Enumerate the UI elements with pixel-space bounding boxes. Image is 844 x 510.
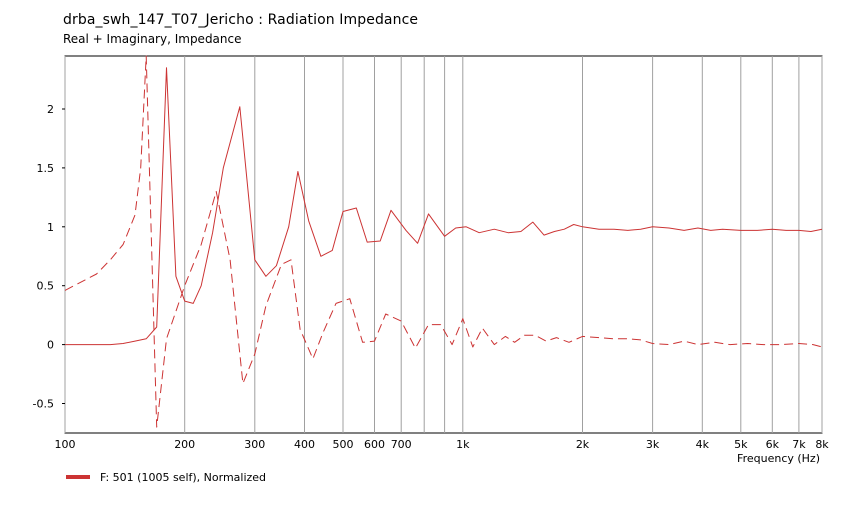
y-tick-label: 1 bbox=[47, 221, 54, 234]
x-tick-label: 5k bbox=[734, 438, 748, 451]
grid-lines bbox=[64, 56, 823, 433]
x-tick-label: 400 bbox=[294, 438, 315, 451]
y-tick-label: 0.5 bbox=[37, 280, 55, 293]
legend-swatch bbox=[66, 475, 90, 479]
x-tick-label: 8k bbox=[815, 438, 829, 451]
y-tick-label: 0 bbox=[47, 339, 54, 352]
x-tick-label: 2k bbox=[576, 438, 590, 451]
legend: F: 501 (1005 self), Normalized bbox=[66, 468, 266, 486]
x-tick-label: 7k bbox=[792, 438, 806, 451]
series-line-1 bbox=[65, 67, 823, 346]
x-tick-label: 4k bbox=[696, 438, 710, 451]
series-line-2 bbox=[64, 55, 823, 428]
plot-area bbox=[64, 55, 823, 434]
y-tick-label: 2 bbox=[47, 103, 54, 116]
x-tick-label: 6k bbox=[766, 438, 780, 451]
x-tick-label: 100 bbox=[55, 438, 76, 451]
x-tick-label: 600 bbox=[364, 438, 385, 451]
x-tick-label: 1k bbox=[456, 438, 470, 451]
x-tick-label: 300 bbox=[244, 438, 265, 451]
x-tick-label: 500 bbox=[333, 438, 354, 451]
legend-label: F: 501 (1005 self), Normalized bbox=[100, 470, 267, 484]
x-axis-label: Frequency (Hz) bbox=[737, 452, 820, 465]
chart-title: drba_swh_147_T07_Jericho : Radiation Imp… bbox=[63, 12, 419, 28]
x-tick-label: 700 bbox=[391, 438, 412, 451]
y-tick-label: -0.5 bbox=[33, 398, 54, 411]
x-tick-label: 200 bbox=[174, 438, 195, 451]
series-lines bbox=[64, 55, 823, 428]
y-tick-label: 1.5 bbox=[37, 162, 55, 175]
tick-labels: 100 200 300 400 500 600 700 1k 2k 3k 4k 5k 6k 7k 8k -0.… bbox=[33, 103, 830, 451]
chart-subtitle: Real + Imaginary, Impedance bbox=[63, 32, 242, 46]
x-tick-label: 3k bbox=[646, 438, 660, 451]
